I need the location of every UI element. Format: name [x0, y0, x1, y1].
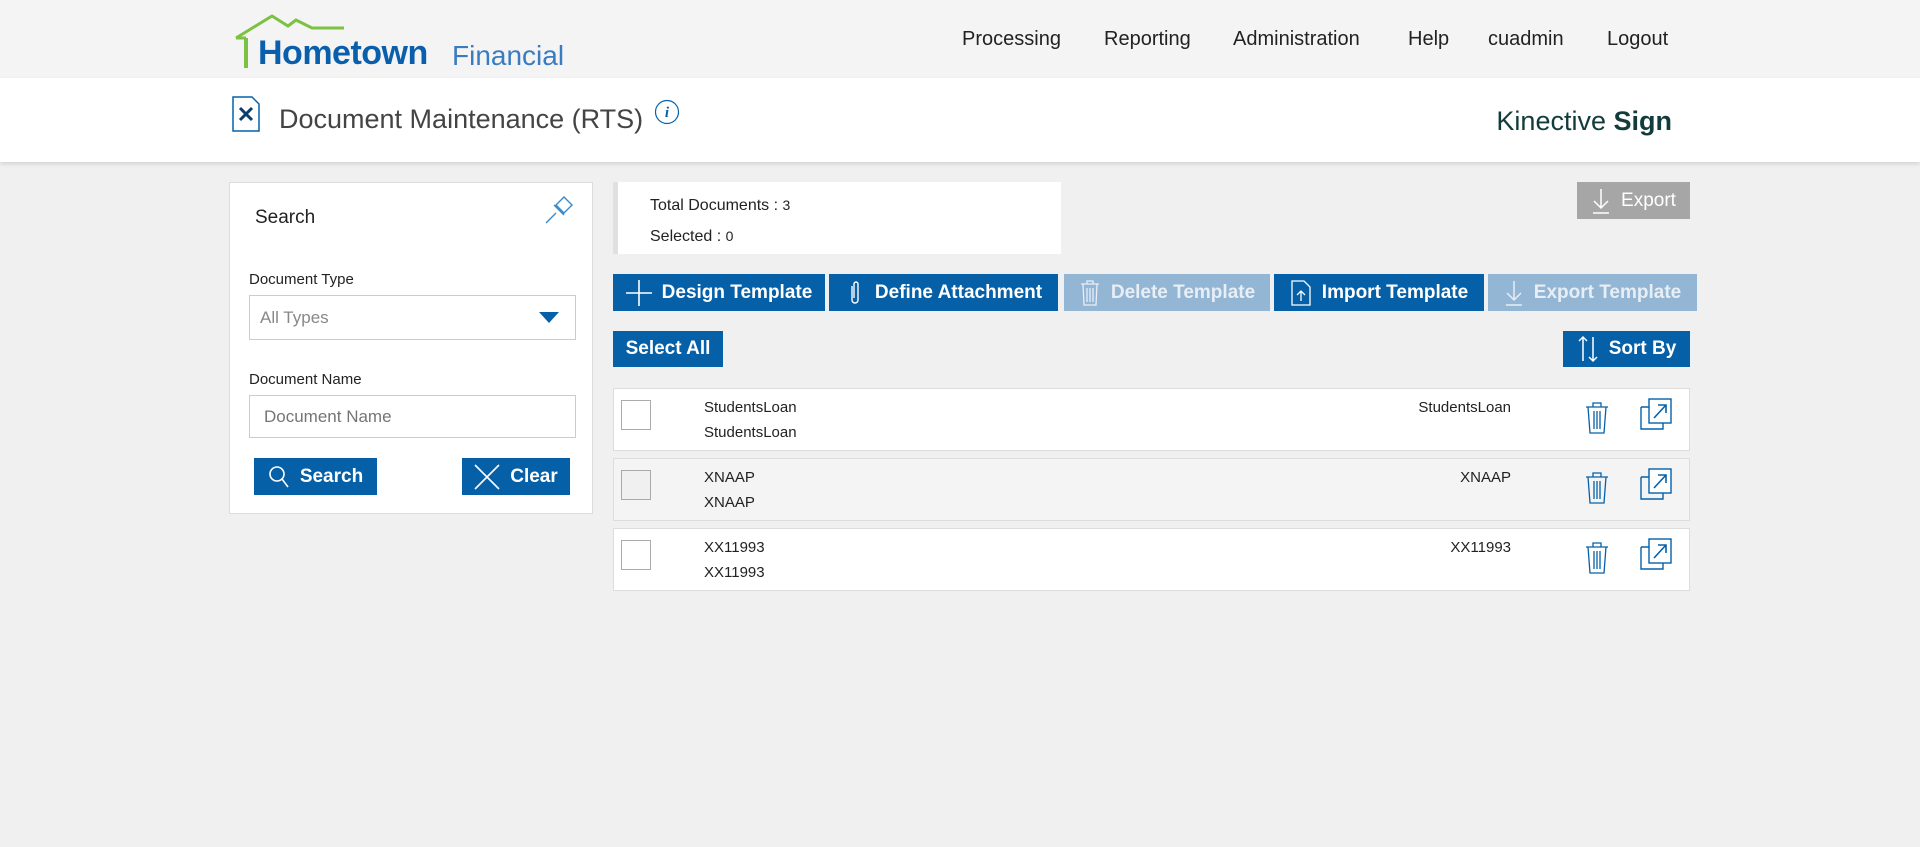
doc-type-label: Document Type — [249, 271, 354, 288]
row-checkbox[interactable] — [621, 400, 651, 430]
page-header — [0, 78, 1920, 162]
sort-by-label: Sort By — [1608, 338, 1677, 359]
trash-icon[interactable] — [1584, 541, 1610, 575]
search-panel-title: Search — [255, 207, 316, 228]
open-external-icon[interactable] — [1639, 397, 1673, 431]
nav-logout[interactable]: Logout — [1607, 28, 1669, 50]
document-stats: Total Documents : 3 Selected : 0 — [613, 182, 1061, 254]
open-external-icon[interactable] — [1639, 467, 1673, 501]
brand-light: Kinective — [1496, 106, 1606, 136]
design-template-label: Design Template — [661, 281, 813, 303]
doc-name-label: Document Name — [249, 371, 362, 388]
top-bar — [0, 0, 1920, 78]
document-description: XNAAP — [704, 494, 755, 511]
clear-button[interactable]: Clear — [462, 458, 570, 495]
doc-type-value: All Types — [260, 308, 329, 327]
document-row[interactable]: StudentsLoan StudentsLoan StudentsLoan — [613, 388, 1690, 451]
document-name: XX11993 — [704, 539, 765, 556]
define-attachment-button[interactable]: Define Attachment — [829, 274, 1058, 311]
document-type: XNAAP — [1460, 469, 1511, 486]
delete-template-label: Delete Template — [1110, 281, 1256, 303]
logo-subtext: Financial — [452, 40, 565, 71]
nav-processing[interactable]: Processing — [962, 28, 1061, 50]
clear-button-label: Clear — [510, 465, 558, 487]
svg-text:i: i — [665, 105, 670, 121]
sort-by-button[interactable]: Sort By — [1563, 331, 1690, 367]
chevron-down-icon — [539, 312, 559, 323]
nav-user[interactable]: cuadmin — [1488, 28, 1564, 50]
trash-icon[interactable] — [1584, 401, 1610, 435]
brand-bold: Sign — [1613, 106, 1673, 136]
open-external-icon[interactable] — [1639, 537, 1673, 571]
search-button-label: Search — [299, 465, 364, 487]
document-tools-icon — [232, 96, 260, 132]
logo-text: Hometown — [258, 34, 428, 72]
selected-label: Selected : — [650, 228, 726, 245]
logo[interactable]: Hometown Financial — [232, 14, 572, 74]
plus-icon — [625, 279, 652, 306]
selected-value: 0 — [725, 228, 734, 244]
row-checkbox[interactable] — [621, 540, 651, 570]
close-icon — [474, 463, 500, 490]
pin-icon[interactable] — [542, 193, 576, 227]
export-button[interactable]: Export — [1577, 182, 1690, 219]
delete-template-button[interactable]: Delete Template — [1064, 274, 1270, 311]
download-icon — [1505, 280, 1522, 306]
export-template-label: Export Template — [1533, 281, 1682, 303]
document-row[interactable]: XX11993 XX11993 XX11993 — [613, 528, 1690, 591]
doc-name-input[interactable] — [249, 395, 576, 438]
search-panel: Search Document Type All Types Document … — [229, 182, 593, 514]
document-type: StudentsLoan — [1418, 399, 1511, 416]
brand-name: Kinective Sign — [1496, 106, 1672, 137]
total-documents: Total Documents : 3 — [650, 190, 1061, 221]
search-button[interactable]: Search — [254, 458, 377, 495]
row-checkbox[interactable] — [621, 470, 651, 500]
logo-house-icon — [235, 14, 344, 68]
document-name: XNAAP — [704, 469, 755, 486]
import-template-label: Import Template — [1321, 281, 1469, 303]
document-row[interactable]: XNAAP XNAAP XNAAP — [613, 458, 1690, 521]
export-label: Export — [1621, 189, 1676, 211]
select-all-button[interactable]: Select All — [613, 331, 723, 367]
selected-documents: Selected : 0 — [650, 221, 1061, 252]
page-title: Document Maintenance (RTS) — [279, 104, 644, 134]
search-icon — [269, 465, 289, 487]
download-icon — [1593, 188, 1610, 214]
nav-reporting[interactable]: Reporting — [1104, 28, 1191, 50]
file-upload-icon — [1291, 279, 1311, 306]
document-description: StudentsLoan — [704, 424, 797, 441]
document-type: XX11993 — [1450, 539, 1511, 556]
trash-icon — [1080, 279, 1099, 306]
document-description: XX11993 — [704, 564, 765, 581]
doc-type-select[interactable]: All Types — [249, 295, 576, 340]
import-template-button[interactable]: Import Template — [1274, 274, 1484, 311]
export-template-button[interactable]: Export Template — [1488, 274, 1697, 311]
total-label: Total Documents : — [650, 197, 783, 214]
sort-icon — [1578, 335, 1598, 363]
total-value: 3 — [782, 197, 791, 213]
trash-icon[interactable] — [1584, 471, 1610, 505]
nav-help[interactable]: Help — [1408, 28, 1450, 50]
info-icon[interactable]: i — [654, 99, 680, 125]
nav-administration[interactable]: Administration — [1233, 28, 1360, 50]
define-attachment-label: Define Attachment — [874, 281, 1043, 303]
document-name: StudentsLoan — [704, 399, 797, 416]
design-template-button[interactable]: Design Template — [613, 274, 825, 311]
paperclip-icon — [851, 280, 859, 304]
